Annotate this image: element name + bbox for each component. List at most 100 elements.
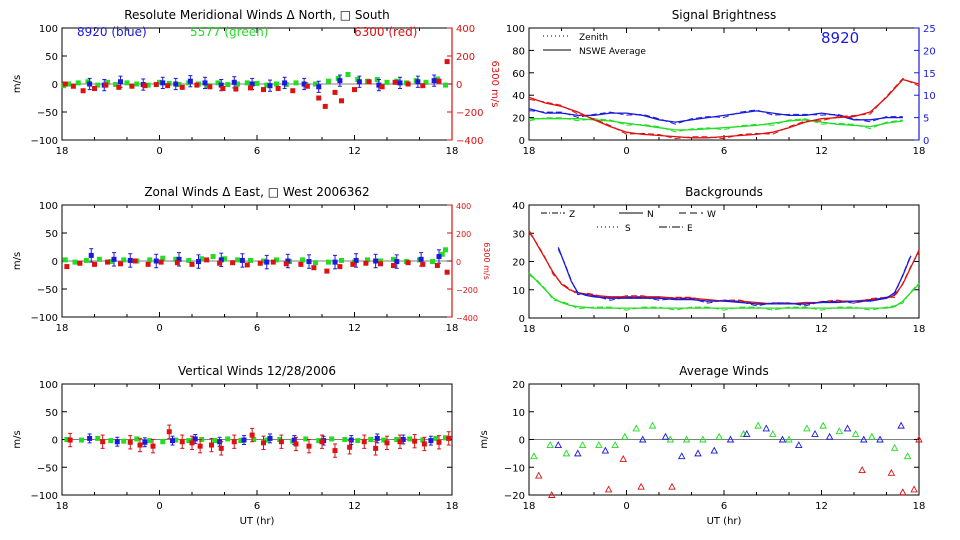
x-tick-label: 6 bbox=[254, 323, 260, 334]
y-tick-label: 0 bbox=[519, 436, 525, 447]
square-marker bbox=[67, 437, 73, 443]
square-marker bbox=[381, 437, 387, 443]
x-tick-label: 18 bbox=[446, 146, 459, 157]
y-axis-label: m/s bbox=[12, 430, 23, 448]
square-marker bbox=[220, 85, 226, 91]
triangle-marker bbox=[699, 435, 707, 443]
square-marker bbox=[298, 261, 304, 267]
triangle-marker bbox=[547, 491, 556, 498]
square-marker bbox=[439, 251, 445, 257]
square-marker bbox=[264, 437, 270, 443]
square-marker bbox=[87, 435, 93, 441]
chart-title: Signal Brightness bbox=[672, 8, 777, 22]
square-marker bbox=[443, 247, 448, 253]
chart-title: Zonal Winds Δ East, □ West 2006362 bbox=[144, 185, 369, 199]
square-marker bbox=[332, 89, 338, 95]
y-tick-label: 10 bbox=[512, 408, 525, 419]
square-marker bbox=[173, 256, 179, 262]
y-tick-label: 20 bbox=[512, 380, 525, 391]
square-marker bbox=[365, 257, 370, 263]
y-tick-label: 40 bbox=[512, 91, 525, 102]
square-marker bbox=[301, 81, 307, 87]
right-y-tick-label: 10 bbox=[923, 91, 936, 102]
right-y-axis-label: 6300 m/s bbox=[482, 242, 491, 280]
square-marker bbox=[443, 82, 448, 88]
square-marker bbox=[332, 259, 338, 265]
square-marker bbox=[95, 82, 101, 88]
series-red bbox=[67, 424, 452, 458]
x-tick-label: 0 bbox=[623, 501, 629, 512]
square-marker bbox=[150, 443, 156, 449]
square-marker bbox=[231, 439, 237, 445]
square-marker bbox=[121, 257, 127, 263]
square-marker bbox=[64, 437, 70, 442]
triangle-marker bbox=[661, 432, 670, 440]
square-marker bbox=[241, 437, 247, 443]
square-marker bbox=[283, 261, 289, 267]
legend-label: N bbox=[647, 210, 654, 220]
x-tick-label: 6 bbox=[254, 146, 260, 157]
triangle-marker bbox=[851, 430, 860, 437]
legend-label-blue: 8920 (blue) bbox=[77, 25, 147, 39]
square-marker bbox=[87, 81, 93, 87]
x-tick-label: 18 bbox=[913, 501, 926, 512]
square-marker bbox=[62, 257, 68, 263]
series-red bbox=[528, 230, 920, 306]
y-axis-label: m/s bbox=[12, 75, 23, 93]
square-marker bbox=[176, 256, 182, 262]
y-tick-label: 80 bbox=[512, 46, 525, 57]
square-marker bbox=[194, 82, 200, 88]
square-marker bbox=[436, 439, 442, 445]
triangle-marker bbox=[778, 435, 787, 443]
triangle-marker bbox=[554, 441, 563, 448]
square-marker bbox=[108, 438, 114, 444]
x-tick-label: 18 bbox=[523, 501, 536, 512]
triangle-marker bbox=[546, 441, 554, 448]
square-marker bbox=[329, 436, 335, 442]
x-tick-label: 0 bbox=[156, 501, 162, 512]
square-marker bbox=[444, 269, 450, 275]
square-marker bbox=[373, 258, 379, 264]
triangle-marker bbox=[868, 432, 876, 440]
series-line-dashed bbox=[528, 274, 920, 311]
square-marker bbox=[324, 268, 330, 274]
square-marker bbox=[189, 440, 195, 446]
right-y-tick-label: 400 bbox=[456, 202, 471, 211]
annotation-8920: 8920 bbox=[821, 29, 859, 47]
square-marker bbox=[79, 437, 84, 443]
square-marker bbox=[397, 80, 403, 86]
square-marker bbox=[261, 258, 266, 264]
square-marker bbox=[92, 261, 97, 267]
square-marker bbox=[282, 80, 288, 86]
square-marker bbox=[275, 85, 281, 91]
right-y-tick-label: −200 bbox=[456, 286, 478, 295]
square-marker bbox=[244, 80, 250, 86]
square-marker bbox=[147, 438, 153, 444]
triangle-marker bbox=[578, 441, 587, 448]
square-marker bbox=[113, 82, 119, 88]
x-tick-label: 12 bbox=[815, 324, 828, 335]
chart-title: Average Winds bbox=[679, 364, 769, 378]
square-marker bbox=[319, 439, 325, 445]
y-tick-label: −20 bbox=[504, 491, 525, 502]
square-marker bbox=[407, 436, 413, 442]
square-marker bbox=[187, 78, 193, 84]
square-marker bbox=[430, 259, 435, 265]
y-tick-label: 100 bbox=[39, 24, 58, 35]
right-y-tick-label: 20 bbox=[923, 46, 936, 57]
square-marker bbox=[248, 85, 253, 91]
triangle-marker bbox=[811, 430, 819, 437]
panel-zonal: Zonal Winds Δ East, □ West 2006362 18 0 6 12… bbox=[12, 185, 491, 334]
square-marker bbox=[376, 82, 382, 88]
square-marker bbox=[118, 261, 123, 267]
legend-label: Zenith bbox=[579, 33, 608, 43]
square-marker bbox=[326, 78, 331, 84]
triangle-marker bbox=[726, 435, 735, 443]
triangle-marker bbox=[915, 435, 923, 443]
series-line bbox=[528, 78, 920, 139]
series-line-dashed bbox=[528, 232, 920, 306]
triangle-marker bbox=[890, 443, 899, 451]
triangle-marker bbox=[742, 430, 751, 437]
square-marker bbox=[238, 438, 244, 444]
